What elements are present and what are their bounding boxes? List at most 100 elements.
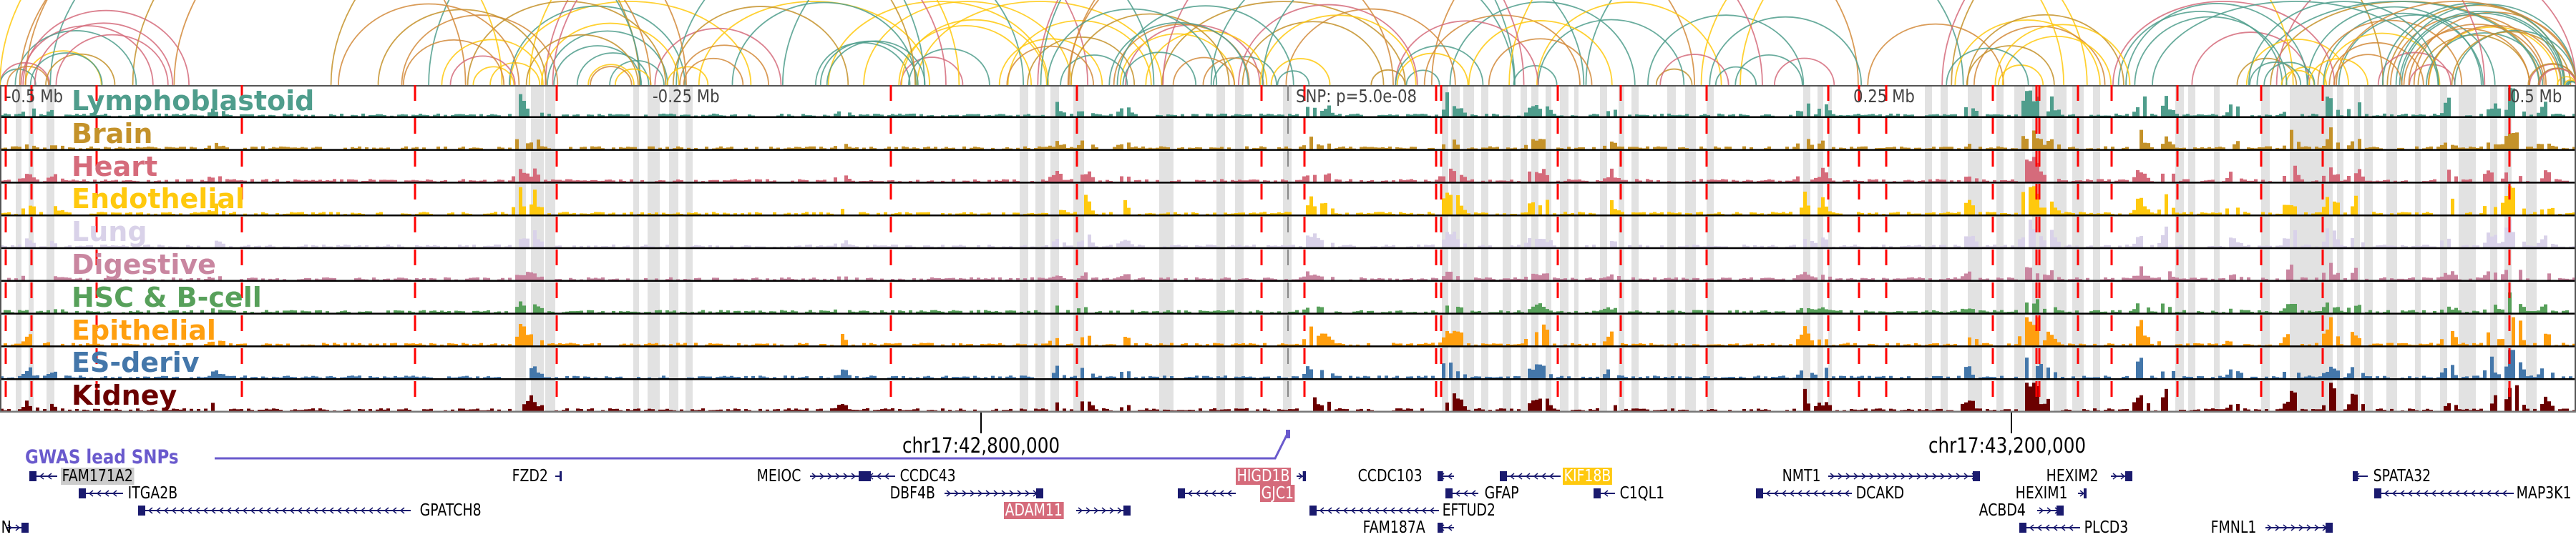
interaction-arc	[815, 41, 911, 85]
gene-label-spata32[interactable]: SPATA32	[2373, 467, 2431, 486]
track-label-kidney: Kidney	[72, 380, 177, 412]
gene-model-gjc1[interactable]	[1178, 488, 1236, 498]
interaction-arc	[338, 3, 520, 85]
interaction-arc	[998, 38, 1103, 85]
gene-label-dcakd[interactable]: DCAKD	[1855, 484, 1905, 503]
track-label-hsc-b-cell: HSC & B-cell	[72, 281, 262, 313]
gene-model-kif18b[interactable]	[1500, 471, 1561, 481]
interaction-arc	[1773, 57, 1835, 85]
gene-model-eftud2[interactable]	[1309, 506, 1439, 516]
interaction-arc	[1210, 0, 1516, 85]
interaction-arc	[1259, 14, 1417, 85]
gene-model-gfap[interactable]	[1445, 488, 1478, 498]
gene-label-ccdc43[interactable]: CCDC43	[899, 467, 956, 486]
interaction-arc	[1060, 54, 1128, 85]
interaction-arc	[1108, 21, 1249, 85]
interaction-arc	[1966, 14, 2124, 85]
interaction-arc	[173, 0, 687, 85]
interaction-arc	[1536, 1, 1722, 85]
interaction-arc	[1709, 16, 1863, 85]
interaction-arc	[1468, 20, 1613, 85]
gene-model-fam187a[interactable]	[1438, 523, 1454, 533]
interaction-arc	[6, 66, 49, 85]
signal-track	[0, 127, 2576, 149]
gwas-lead-snp-marker[interactable]	[1286, 430, 1290, 438]
gene-label-gpatch8[interactable]: GPATCH8	[419, 501, 482, 520]
gene-model-ccdc103[interactable]	[1438, 471, 1454, 481]
interaction-arc	[1655, 68, 1693, 85]
gene-model-dcakd[interactable]	[1756, 488, 1852, 498]
gene-label-hexim2[interactable]: HEXIM2	[2046, 467, 2099, 486]
gene-label-fmnl1[interactable]: FMNL1	[2210, 518, 2257, 537]
gene-label-itga2b[interactable]: ITGA2B	[127, 484, 178, 503]
gene-model-c1ql1[interactable]	[1594, 488, 1615, 498]
ruler-plus-half: 0.5 Mb	[2510, 86, 2562, 107]
interaction-arc	[587, 64, 635, 85]
gene-model-higd1b[interactable]	[1297, 471, 1306, 481]
gene-label-kif18b[interactable]: KIF18B	[1563, 467, 1612, 486]
interaction-arc	[1700, 0, 2088, 85]
interaction-arc	[2317, 19, 2463, 85]
gene-model-ccdc43[interactable]	[859, 471, 895, 481]
interaction-arc	[1994, 24, 2131, 85]
axis-tick-label-1: chr17:42,800,000	[902, 433, 1060, 458]
interaction-arc	[1966, 45, 2055, 85]
interaction-arc	[472, 66, 515, 85]
gene-model-adam11[interactable]	[1076, 506, 1131, 516]
ruler-minus-quarter: -0.25 Mb	[653, 86, 720, 107]
gene-model-plcd3[interactable]	[2019, 523, 2080, 533]
interaction-arc	[45, 53, 116, 85]
gene-label-dbf4b[interactable]: DBF4B	[889, 484, 935, 503]
gene-label-nmt1[interactable]: NMT1	[1782, 467, 1821, 486]
gene-label-n[interactable]: N	[1, 518, 11, 537]
interaction-arc	[683, 57, 744, 85]
interaction-arc	[898, 24, 1033, 85]
gene-model-gpatch8[interactable]	[138, 506, 411, 516]
interaction-arc	[2403, 28, 2530, 85]
interaction-arc	[1119, 33, 1236, 85]
gene-model-nmt1[interactable]	[1828, 471, 1980, 481]
gene-model-spata32[interactable]	[2353, 471, 2368, 481]
gene-model-itga2b[interactable]	[79, 488, 123, 498]
interaction-arc	[2117, 11, 2283, 85]
gene-label-fzd2[interactable]: FZD2	[512, 467, 548, 486]
gene-label-fam187a[interactable]: FAM187A	[1362, 518, 1425, 537]
interaction-arc	[1006, 45, 1095, 85]
gene-model-fmnl1[interactable]	[2265, 523, 2333, 533]
interaction-arc	[2112, 1, 2336, 85]
interaction-arc	[34, 22, 174, 85]
track-label-epithelial: Epithelial	[72, 314, 216, 346]
interaction-arc	[1735, 54, 1803, 85]
gene-model-map3k1[interactable]	[2374, 488, 2514, 498]
gene-label-map3k1[interactable]: MAP3K1	[2516, 484, 2572, 503]
interaction-arc	[900, 56, 964, 85]
gene-label-plcd3[interactable]: PLCD3	[2084, 518, 2129, 537]
gene-label-ccdc103[interactable]: CCDC103	[1357, 467, 1423, 486]
gene-model-fzd2[interactable]	[555, 471, 562, 481]
interaction-arc	[1395, 45, 1484, 85]
gene-label-higd1b[interactable]: HIGD1B	[1236, 467, 1292, 486]
interaction-arc	[908, 48, 990, 85]
gene-label-gjc1[interactable]: GJC1	[1260, 484, 1295, 503]
gene-label-acbd4[interactable]: ACBD4	[1979, 501, 2026, 520]
interaction-arc	[1998, 64, 2044, 85]
track-label-lung: Lung	[72, 216, 147, 248]
gene-model-fam171a2[interactable]	[29, 471, 57, 481]
interaction-arc	[2308, 58, 2368, 85]
gene-model-dbf4b[interactable]	[945, 488, 1043, 498]
gene-label-eftud2[interactable]: EFTUD2	[1442, 501, 1496, 520]
gene-label-meioc[interactable]: MEIOC	[756, 467, 801, 486]
interaction-arc	[22, 9, 190, 85]
gene-model-n[interactable]	[6, 523, 29, 533]
gene-label-fam171a2[interactable]: FAM171A2	[61, 467, 135, 486]
gene-label-c1ql1[interactable]: C1QL1	[1619, 484, 1665, 503]
gene-model-hexim1[interactable]	[2078, 488, 2087, 498]
interaction-arc	[2451, 31, 2572, 85]
gene-model-hexim2[interactable]	[2111, 471, 2132, 481]
track-label-es-deriv: ES-deriv	[72, 347, 200, 379]
gene-label-gfap[interactable]: GFAP	[1484, 484, 1519, 503]
interaction-arc	[2263, 61, 2316, 85]
gene-label-adam11[interactable]: ADAM11	[1004, 501, 1064, 520]
gene-label-hexim1[interactable]: HEXIM1	[2015, 484, 2068, 503]
gene-model-acbd4[interactable]	[2037, 506, 2064, 516]
